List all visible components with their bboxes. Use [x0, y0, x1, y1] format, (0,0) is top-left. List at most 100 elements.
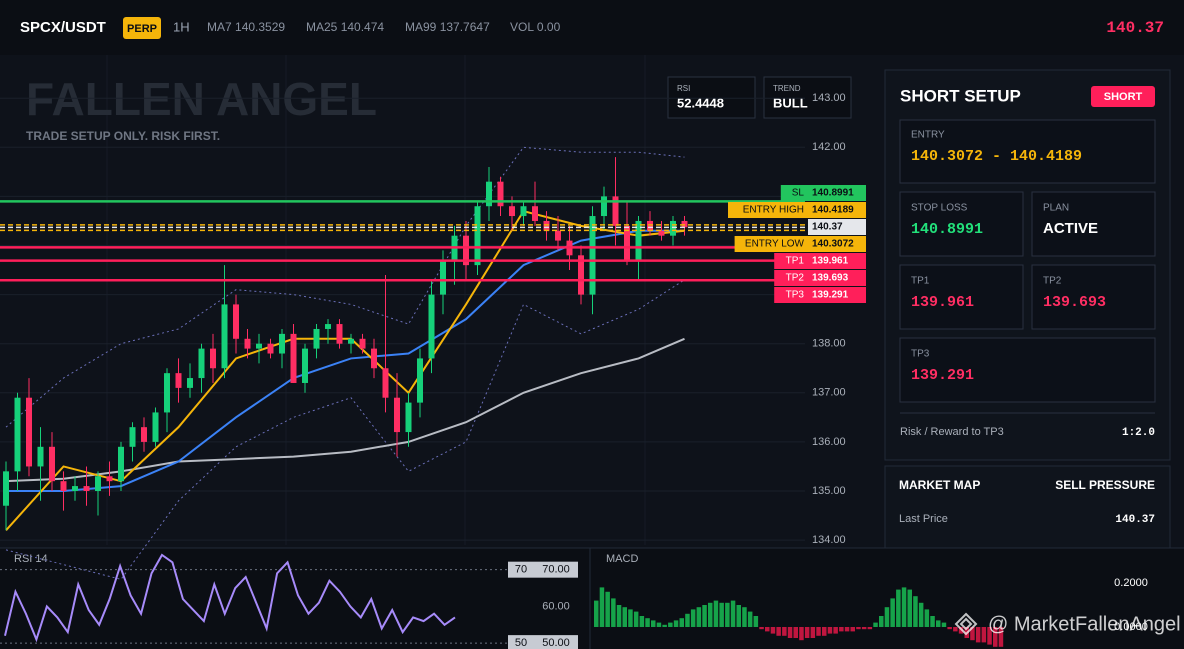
candle-body: [313, 328, 320, 349]
tp1-value: 139.961: [911, 294, 974, 311]
histogram-bar: [605, 591, 610, 627]
histogram-bar: [656, 622, 662, 627]
level-value: 140.4189: [812, 205, 854, 216]
histogram-bar: [850, 626, 855, 632]
histogram-bar: [742, 607, 747, 627]
histogram-bar: [873, 622, 878, 627]
y-tick-label: 138.00: [812, 338, 846, 350]
level-label: ENTRY HIGH: [743, 205, 804, 216]
candle-body: [129, 427, 136, 447]
y-tick-label: 60.00: [542, 600, 570, 612]
level-value: 140.8991: [812, 188, 854, 199]
candle-body: [290, 333, 297, 383]
candle-body: [417, 358, 423, 403]
histogram-bar: [793, 626, 798, 638]
candle-body: [532, 206, 538, 221]
volume: VOL 0.00: [510, 20, 561, 34]
candle-body: [509, 206, 515, 217]
ma99: MA99 137.7647: [405, 20, 490, 34]
candle-body: [382, 368, 389, 398]
level-value: 140.37: [812, 222, 843, 233]
chart-subtitle: TRADE SETUP ONLY. RISK FIRST.: [26, 129, 220, 143]
candle-body: [83, 486, 90, 491]
level-value: 139.961: [812, 256, 849, 267]
y-tick-label: 135.00: [812, 485, 846, 497]
rsi-box-label: RSI: [677, 84, 690, 93]
candle-body: [60, 481, 67, 491]
rsi-level-box: [508, 561, 578, 578]
entry-box: [899, 119, 1156, 184]
plan-box: [1031, 191, 1156, 257]
candle-body: [152, 412, 159, 442]
histogram-bar: [810, 626, 816, 638]
histogram-bar: [662, 624, 667, 627]
candle-body: [279, 333, 285, 354]
tp2-box: [1031, 264, 1156, 330]
histogram-bar: [639, 615, 645, 627]
watermark-logo: [954, 612, 978, 636]
trend-box-value: BULL: [773, 95, 808, 110]
level-value-box: [808, 287, 866, 303]
candle-body: [555, 230, 561, 241]
last-price: 140.37: [1106, 19, 1164, 37]
setup-title: SHORT SETUP: [900, 86, 1021, 105]
last-price-value: 140.37: [1115, 514, 1155, 526]
chart-watermark: FALLEN ANGEL: [26, 73, 377, 125]
rr-value: 1:2.0: [1122, 427, 1155, 439]
interval[interactable]: 1H: [173, 19, 190, 34]
candle-body: [164, 373, 170, 413]
plan-value: ACTIVE: [1043, 220, 1098, 237]
vertical-grid: [106, 55, 646, 545]
candle-body: [670, 220, 676, 236]
band-line: [5, 279, 685, 580]
plan-label: PLAN: [1043, 203, 1069, 214]
level-value-box: [808, 185, 866, 201]
tp3-label: TP3: [911, 349, 930, 360]
y-tick-label: 0.0000: [1114, 621, 1148, 633]
ma-value: 140.3529: [235, 20, 285, 34]
candle-body: [371, 348, 377, 369]
candle-body: [267, 343, 274, 354]
level-value: 139.693: [812, 273, 849, 284]
histogram-bar: [685, 613, 690, 627]
level-label-box: [728, 202, 808, 218]
histogram-bar: [924, 609, 930, 627]
candle-body: [359, 338, 366, 349]
candle-body: [49, 446, 55, 482]
tp1-box: [899, 264, 1024, 330]
histogram-bar: [702, 604, 707, 627]
histogram-bar: [913, 596, 918, 627]
trend-box: [763, 76, 852, 119]
histogram-bar: [844, 626, 850, 632]
watermark: @ MarketFallenAngel: [988, 613, 1181, 635]
candle-body: [302, 348, 308, 383]
histogram-bar: [690, 609, 696, 627]
market-map-title: MARKET MAP: [899, 478, 980, 492]
candle-body: [118, 446, 124, 482]
rsi-line: [4, 553, 456, 643]
candle-body: [26, 397, 32, 467]
tp3-box: [899, 337, 1156, 403]
candle-body: [497, 181, 504, 207]
candle-body: [486, 181, 492, 207]
ma-label: MA99: [405, 20, 437, 34]
histogram-bar: [765, 626, 770, 632]
histogram-bar: [816, 626, 821, 636]
histogram-bar: [628, 609, 633, 627]
histogram-bar: [953, 626, 958, 632]
entry-label: ENTRY: [911, 130, 945, 141]
histogram-bar: [856, 626, 861, 630]
level-label: TP2: [786, 273, 805, 284]
level-label: TP3: [786, 290, 805, 301]
level-label-box: [780, 185, 808, 201]
histogram-bar: [719, 602, 724, 627]
ma7: MA7 140.3529: [207, 20, 285, 34]
ma25: MA25 140.474: [306, 20, 384, 34]
candle-body: [325, 324, 331, 329]
candle-body: [658, 230, 665, 236]
histogram-bar: [753, 615, 759, 627]
level-label-box: [774, 270, 808, 286]
tp2-label: TP2: [1043, 276, 1062, 287]
level-label-box: [774, 287, 808, 303]
